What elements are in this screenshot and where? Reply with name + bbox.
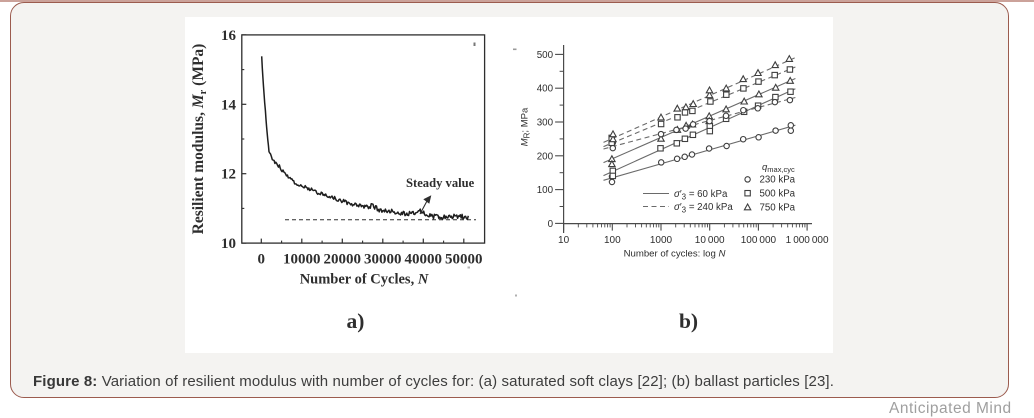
svg-text:Number of Cycles, N: Number of Cycles, N [300, 272, 429, 288]
svg-text:30000: 30000 [364, 252, 402, 268]
svg-text:0: 0 [548, 219, 554, 230]
svg-text:500: 500 [537, 50, 554, 61]
svg-text:b): b) [679, 309, 698, 333]
svg-text:σ′3 = 240 kPa: σ′3 = 240 kPa [674, 202, 733, 215]
svg-text:100: 100 [604, 235, 621, 246]
svg-text:10000: 10000 [283, 252, 321, 268]
svg-text:50000: 50000 [445, 252, 483, 268]
svg-text:a): a) [346, 309, 364, 333]
svg-text:MR; MPa: MR; MPa [520, 107, 532, 146]
svg-text:100 000: 100 000 [741, 235, 777, 246]
svg-text:500 kPa: 500 kPa [760, 189, 796, 200]
svg-text:Number of cycles: log N: Number of cycles: log N [624, 249, 726, 260]
svg-text:400: 400 [537, 84, 554, 95]
svg-text:σ′3 = 60 kPa: σ′3 = 60 kPa [674, 189, 728, 202]
svg-text:14: 14 [221, 97, 237, 113]
svg-text:40000: 40000 [405, 252, 443, 268]
svg-text:10: 10 [558, 235, 570, 246]
svg-text:1 000 000: 1 000 000 [786, 235, 829, 246]
svg-text:100: 100 [537, 185, 554, 196]
svg-text:16: 16 [221, 28, 237, 44]
svg-text:12: 12 [221, 167, 236, 183]
svg-text:230 kPa: 230 kPa [760, 175, 796, 186]
svg-text:10 000: 10 000 [695, 235, 725, 246]
svg-text:Steady value: Steady value [406, 176, 475, 190]
svg-text:Resilient modulus, Mr (MPa): Resilient modulus, Mr (MPa) [190, 44, 209, 235]
svg-text:300: 300 [537, 118, 554, 129]
svg-text:200: 200 [537, 151, 554, 162]
svg-text:qmax,cyc: qmax,cyc [762, 162, 795, 174]
svg-text:10: 10 [221, 236, 236, 252]
svg-text:750 kPa: 750 kPa [760, 202, 796, 213]
svg-text:1000: 1000 [650, 235, 673, 246]
svg-text:20000: 20000 [324, 252, 362, 268]
svg-text:0: 0 [258, 252, 266, 268]
